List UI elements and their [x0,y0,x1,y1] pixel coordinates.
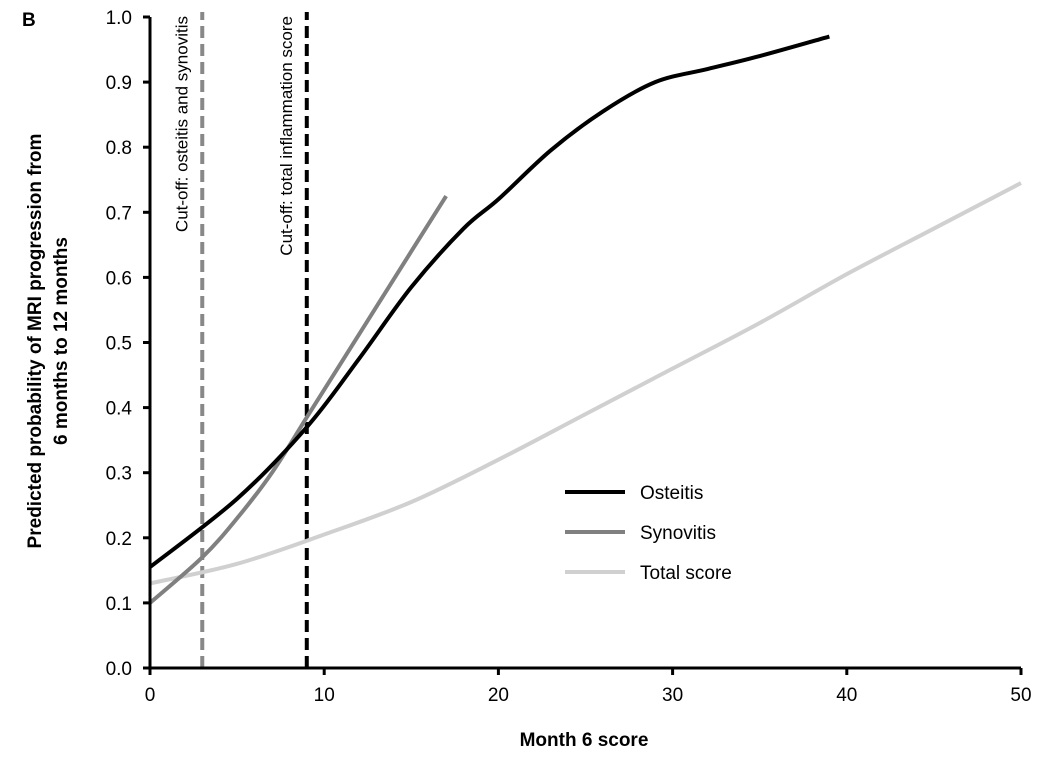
legend-label-total-score: Total score [640,563,732,584]
y-tick-label: 0.6 [106,268,132,289]
series-line-osteitis [148,34,830,569]
y-tick-label: 1.0 [106,8,132,29]
panel-label: B [22,10,36,31]
legend: Osteitis Synovitis Total score [565,483,732,584]
legend-label-osteitis: Osteitis [640,483,703,504]
y-axis-title: Predicted probability of MRI progression… [25,134,72,549]
y-tick-label: 0.1 [106,594,132,615]
x-ticks: 0 10 20 30 40 50 [145,668,1032,706]
x-tick-label: 40 [836,685,857,706]
y-tick-label: 0.0 [106,659,132,680]
x-tick-label: 20 [488,685,509,706]
series-lines [148,34,1022,605]
series-line-synovitis [148,194,448,605]
x-tick-label: 50 [1010,685,1031,706]
y-axis-title-line-1: Predicted probability of MRI progression… [25,134,46,549]
y-tick-label: 0.3 [106,464,132,485]
y-tick-label: 0.4 [106,399,133,420]
y-axis-title-line-2: 6 months to 12 months [51,237,72,445]
y-tick-label: 0.5 [106,334,132,355]
cutoff-label-2: Cut-off: total inflammation score [277,16,296,256]
cutoff-labels: Cut-off: osteitis and synovitis Cut-off: … [172,16,296,256]
y-tick-label: 0.2 [106,529,132,550]
x-tick-label: 10 [314,685,335,706]
x-axis-title: Month 6 score [520,730,649,751]
x-tick-label: 0 [145,685,156,706]
cutoff-label-1: Cut-off: osteitis and synovitis [172,16,191,232]
legend-label-synovitis: Synovitis [640,523,716,544]
series-line-total-score [149,181,1022,586]
x-tick-label: 30 [662,685,683,706]
y-tick-label: 0.7 [106,203,132,224]
y-ticks: 0.0 0.1 0.2 0.3 0.4 0.5 0.6 0.7 0.8 0.9 1.0 [106,8,150,680]
y-tick-label: 0.9 [106,73,132,94]
y-tick-label: 0.8 [106,138,132,159]
